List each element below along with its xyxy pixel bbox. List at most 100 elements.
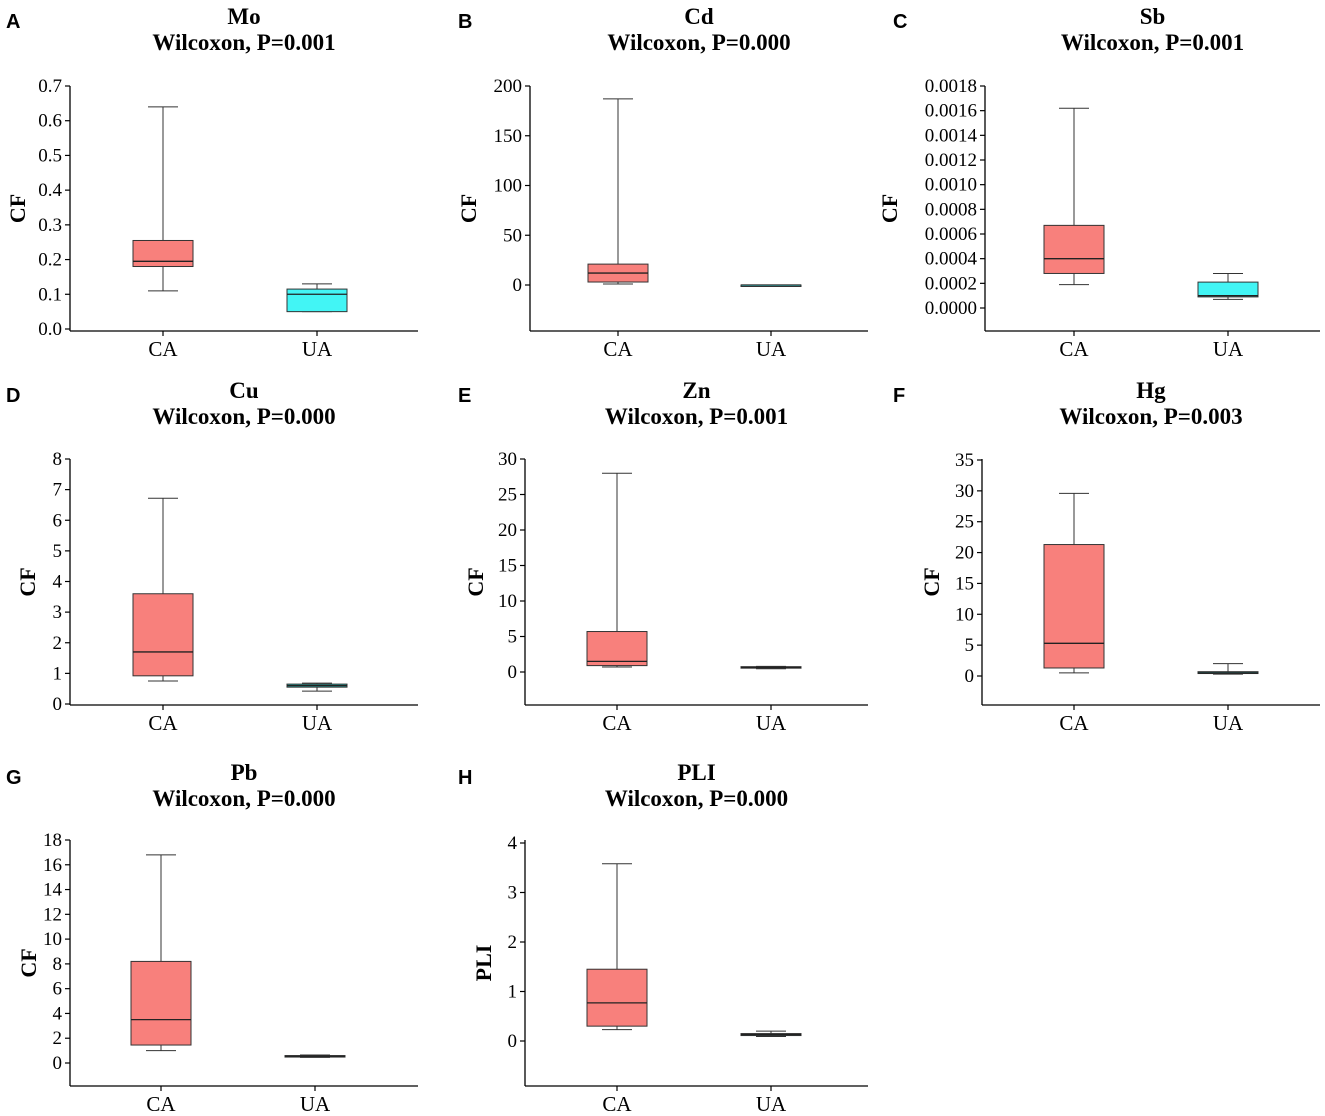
y-tick-label: 0.0004 <box>925 249 978 270</box>
y-tick-label: 5 <box>53 541 63 562</box>
chart-subtitle: Wilcoxon, P=0.001 <box>152 30 335 55</box>
y-tick-label: 6 <box>53 979 63 1000</box>
y-tick-label: 3 <box>53 602 63 623</box>
x-tick-label: UA <box>300 1092 331 1116</box>
box-ca <box>1043 492 1105 674</box>
box-ua <box>286 283 348 313</box>
y-axis-label: CF <box>456 194 481 223</box>
x-tick-label: CA <box>602 1092 632 1116</box>
y-tick-label: 0.0 <box>38 319 62 340</box>
x-tick-label: CA <box>603 337 633 361</box>
x-tick-label: CA <box>1059 711 1089 735</box>
iqr-box <box>586 631 648 667</box>
y-tick-label: 5 <box>965 635 975 656</box>
x-tick-label: CA <box>602 711 632 735</box>
y-tick-label: 10 <box>955 604 974 625</box>
box-ca <box>587 98 649 285</box>
y-tick-label: 10 <box>43 929 62 950</box>
box-ua <box>740 665 802 670</box>
iqr-box <box>132 239 194 268</box>
chart-subtitle: Wilcoxon, P=0.000 <box>605 786 788 811</box>
y-tick-label: 0.1 <box>38 284 62 305</box>
y-tick-label: 15 <box>498 556 517 577</box>
y-tick-label: 100 <box>494 176 523 197</box>
box-ua <box>740 284 802 287</box>
box-ca <box>586 472 648 668</box>
y-tick-label: 0.0016 <box>925 101 977 122</box>
panel-letter: H <box>458 767 472 789</box>
y-tick-label: 0 <box>508 1031 518 1052</box>
y-axis-label: CF <box>16 948 41 977</box>
x-tick-label: UA <box>756 711 787 735</box>
box-ca <box>1043 107 1105 286</box>
y-tick-label: 10 <box>498 591 517 612</box>
panel-letter: A <box>6 11 20 33</box>
box-ca <box>132 497 194 682</box>
y-tick-label: 1 <box>508 982 518 1003</box>
chart-title: Hg <box>1136 378 1166 403</box>
y-tick-label: 0.0014 <box>925 125 978 146</box>
y-tick-label: 0.5 <box>38 145 62 166</box>
y-tick-label: 4 <box>508 833 518 854</box>
y-tick-label: 16 <box>43 855 62 876</box>
y-tick-label: 15 <box>955 573 974 594</box>
y-tick-label: 0 <box>53 694 63 715</box>
chart-subtitle: Wilcoxon, P=0.000 <box>607 30 790 55</box>
chart-subtitle: Wilcoxon, P=0.001 <box>1061 30 1244 55</box>
panel-letter: F <box>893 385 905 407</box>
y-tick-label: 30 <box>955 481 974 502</box>
y-tick-label: 0 <box>53 1053 63 1074</box>
y-tick-label: 6 <box>53 510 63 531</box>
y-tick-label: 0.0006 <box>925 224 977 245</box>
y-tick-label: 0.0002 <box>925 273 977 294</box>
chart-title: Cd <box>684 4 714 29</box>
y-tick-label: 8 <box>53 449 63 470</box>
chart-title: Zn <box>682 378 710 403</box>
box-ca <box>586 863 648 1031</box>
chart-subtitle: Wilcoxon, P=0.003 <box>1059 404 1242 429</box>
iqr-box <box>132 593 194 677</box>
y-axis-label: PLI <box>471 945 496 982</box>
x-tick-label: CA <box>148 711 178 735</box>
y-tick-label: 12 <box>43 904 62 925</box>
panel-letter: B <box>458 11 472 33</box>
panel-letter: D <box>6 385 20 407</box>
iqr-box <box>286 288 348 313</box>
iqr-box <box>586 968 648 1027</box>
y-tick-label: 20 <box>955 543 974 564</box>
chart-title: Pb <box>231 760 258 785</box>
y-tick-label: 0.0012 <box>925 150 977 171</box>
y-tick-label: 0.6 <box>38 111 62 132</box>
y-axis-label: CF <box>463 567 488 596</box>
x-tick-label: CA <box>1059 337 1089 361</box>
y-tick-label: 0.4 <box>38 180 62 201</box>
x-tick-label: CA <box>148 337 178 361</box>
x-tick-label: UA <box>1213 711 1244 735</box>
box-ca <box>130 854 192 1052</box>
y-tick-label: 30 <box>498 449 517 470</box>
chart-subtitle: Wilcoxon, P=0.000 <box>152 404 335 429</box>
y-tick-label: 0.0018 <box>925 76 977 97</box>
y-tick-label: 0.0010 <box>925 175 977 196</box>
iqr-box <box>1197 281 1259 298</box>
panel-letter: C <box>893 11 907 33</box>
y-tick-label: 5 <box>508 627 518 648</box>
x-tick-label: UA <box>302 711 333 735</box>
y-tick-label: 0 <box>513 275 523 296</box>
y-tick-label: 0.2 <box>38 250 62 271</box>
iqr-box <box>1043 544 1105 669</box>
y-axis-label: CF <box>5 194 30 223</box>
y-tick-label: 2 <box>508 932 518 953</box>
y-tick-label: 0.3 <box>38 215 62 236</box>
chart-title: Cu <box>229 378 259 403</box>
y-tick-label: 8 <box>53 954 63 975</box>
y-tick-label: 0 <box>965 666 975 687</box>
box-ua <box>740 1030 802 1038</box>
y-tick-label: 0 <box>508 662 518 683</box>
y-tick-label: 200 <box>494 76 523 97</box>
y-tick-label: 35 <box>955 450 974 471</box>
box-ua <box>1197 272 1259 300</box>
